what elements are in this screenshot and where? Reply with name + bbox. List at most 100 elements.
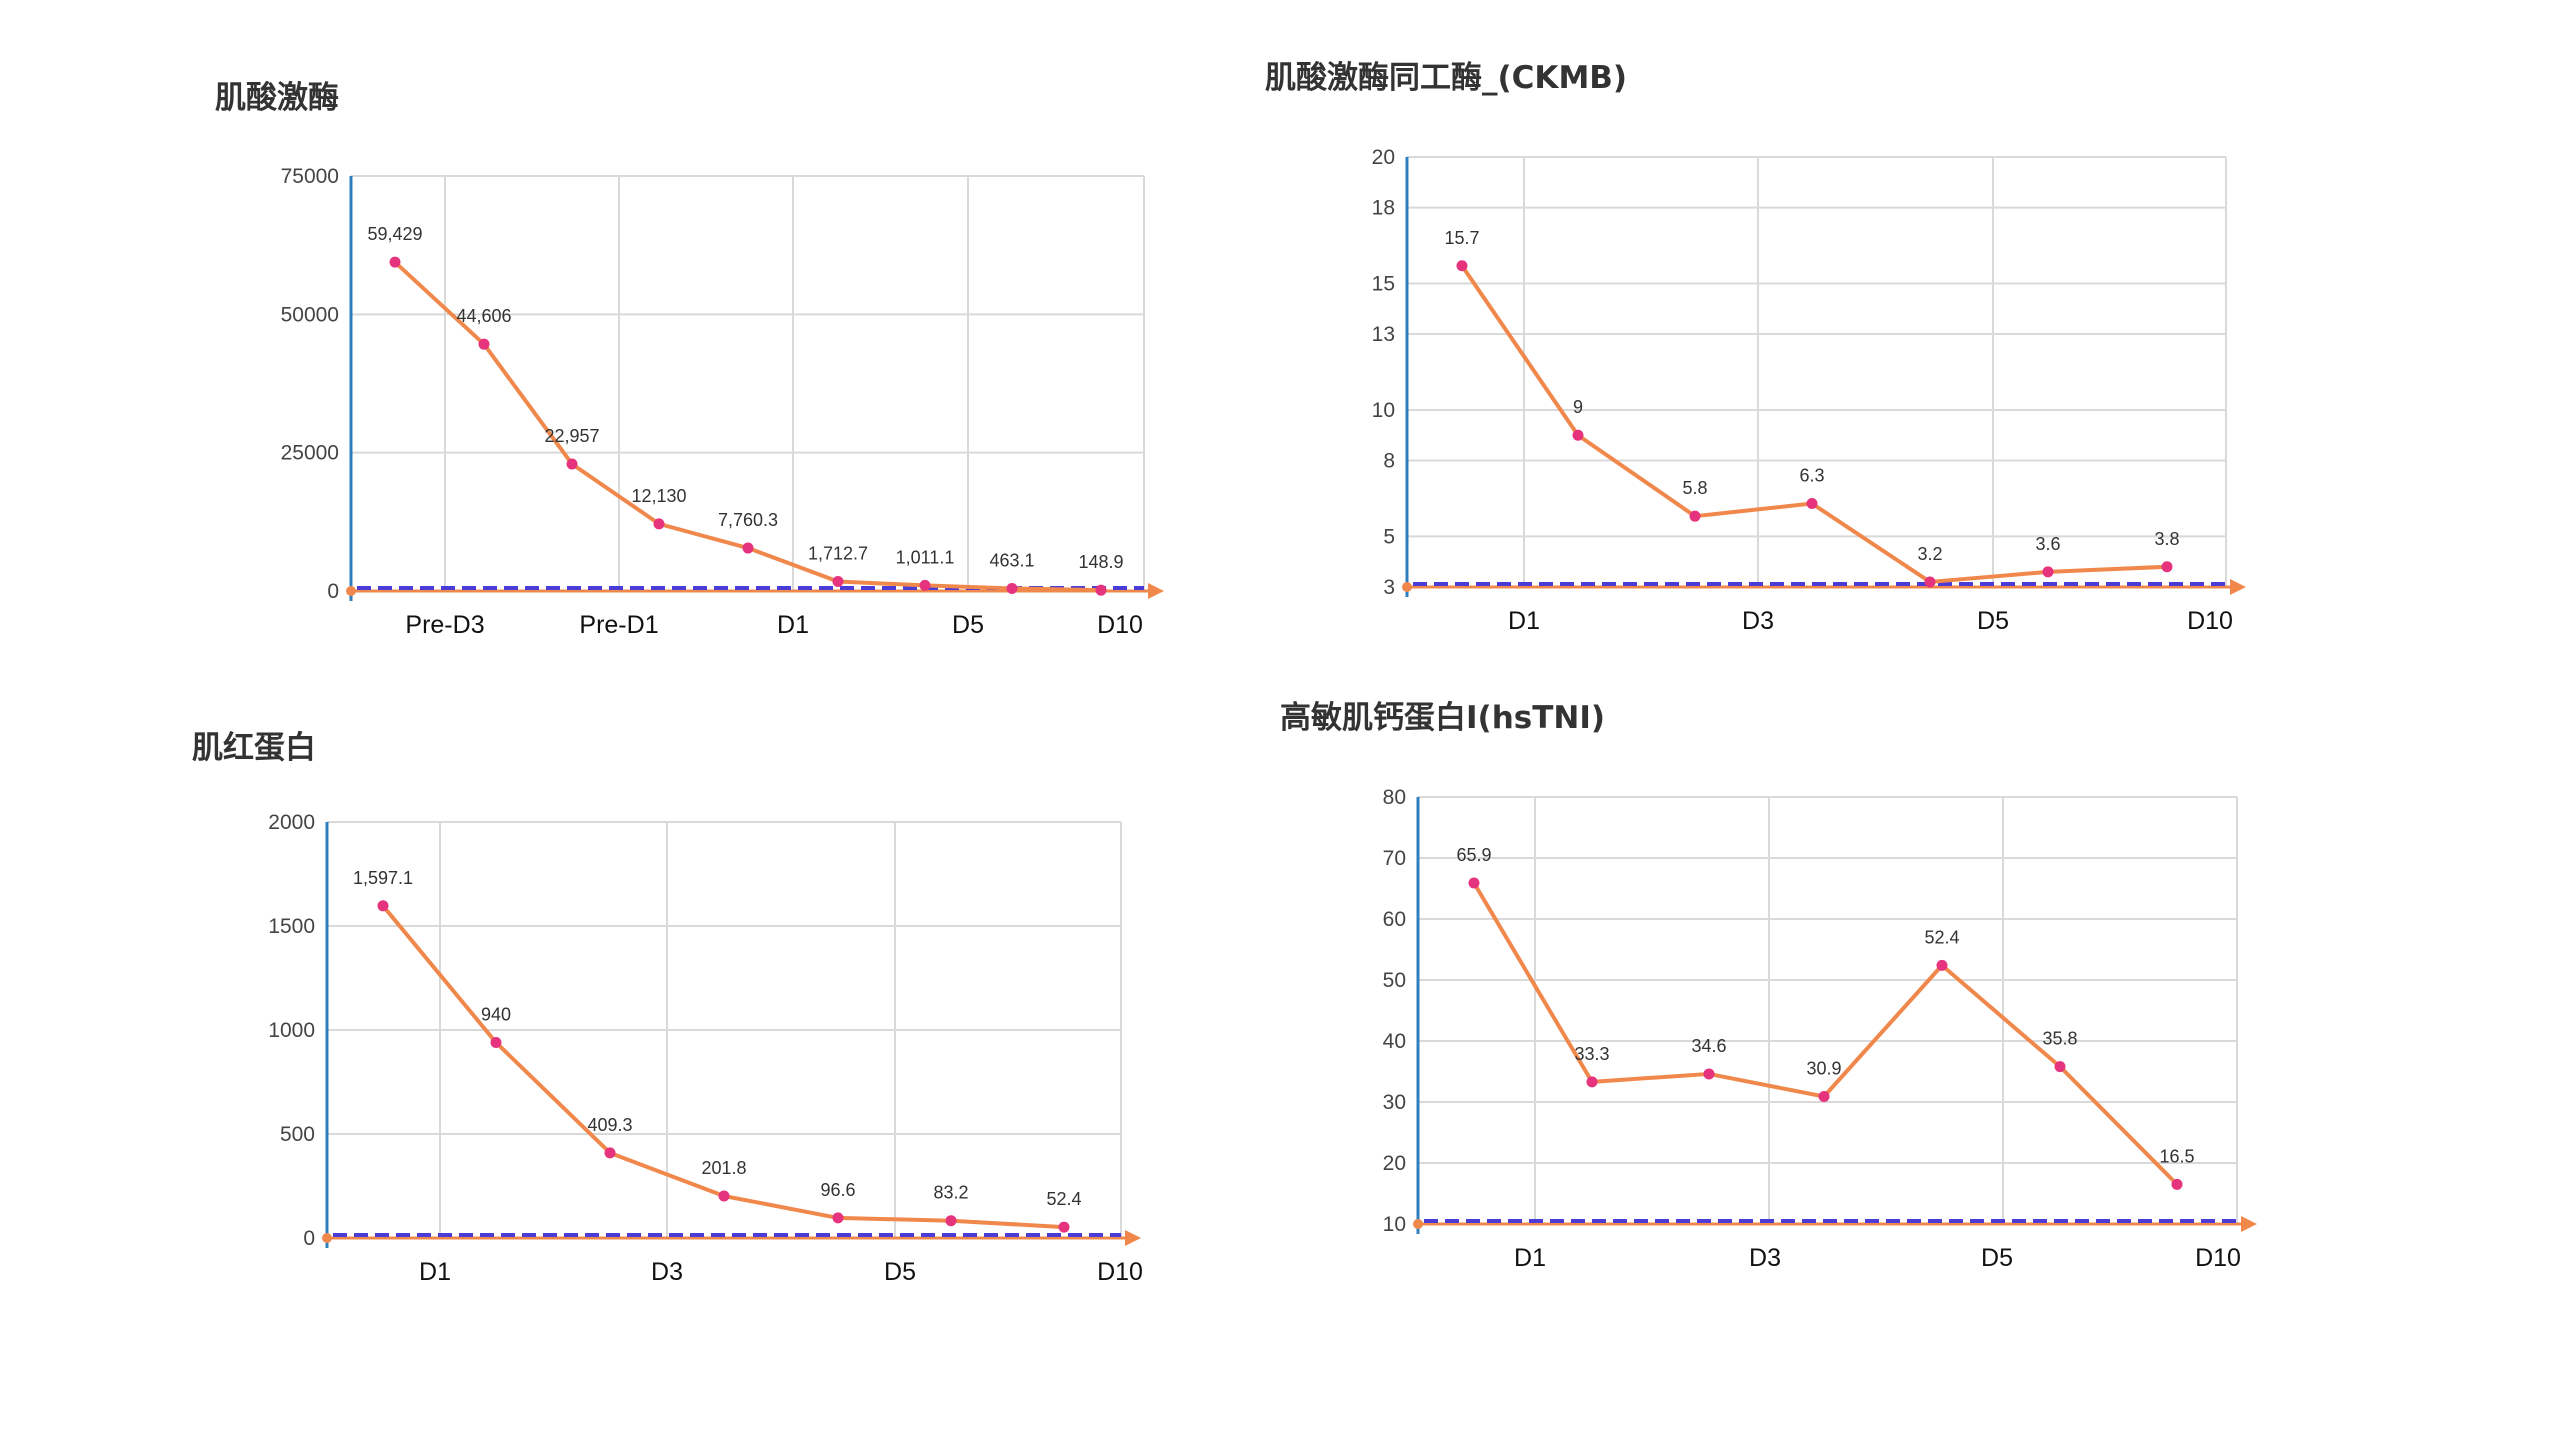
x-axis-arrow bbox=[1148, 583, 1164, 599]
data-label: 44,606 bbox=[456, 306, 511, 326]
data-point bbox=[1456, 260, 1468, 272]
y-tick-label: 1500 bbox=[268, 915, 315, 938]
data-point bbox=[919, 579, 931, 591]
x-tick-label: D5 bbox=[1981, 1244, 2013, 1272]
y-tick-label: 13 bbox=[1372, 323, 1395, 346]
data-point bbox=[1586, 1076, 1598, 1088]
x-tick-label: D1 bbox=[777, 611, 809, 639]
y-tick-label: 3 bbox=[1383, 576, 1395, 599]
data-point bbox=[945, 1215, 957, 1227]
chart-title-ckmb: 肌酸激酶同工酶_(CKMB) bbox=[1265, 60, 1628, 96]
data-point bbox=[566, 458, 578, 470]
data-label: 1,597.1 bbox=[353, 868, 413, 888]
data-point bbox=[1936, 959, 1948, 971]
data-point bbox=[718, 1190, 730, 1202]
y-tick-label: 1000 bbox=[268, 1019, 315, 1042]
y-tick-label: 20 bbox=[1372, 146, 1395, 169]
data-point bbox=[1006, 582, 1018, 594]
x-tick-label: D1 bbox=[1508, 607, 1540, 635]
data-label: 6.3 bbox=[1799, 466, 1824, 486]
data-label: 35.8 bbox=[2042, 1029, 2077, 1049]
x-tick-label: D3 bbox=[1749, 1244, 1781, 1272]
data-point bbox=[2054, 1061, 2066, 1073]
data-label: 3.8 bbox=[2154, 529, 2179, 549]
data-label: 33.3 bbox=[1574, 1044, 1609, 1064]
data-label: 96.6 bbox=[820, 1180, 855, 1200]
data-label: 30.9 bbox=[1806, 1059, 1841, 1079]
data-point bbox=[1095, 584, 1107, 596]
y-tick-label: 60 bbox=[1383, 908, 1406, 931]
y-tick-label: 2000 bbox=[268, 811, 315, 834]
y-tick-label: 40 bbox=[1383, 1030, 1406, 1053]
data-point bbox=[832, 1212, 844, 1224]
data-point bbox=[1689, 510, 1701, 522]
data-point bbox=[490, 1036, 502, 1048]
x-tick-label: D10 bbox=[1097, 611, 1143, 639]
y-tick-label: 80 bbox=[1383, 786, 1406, 809]
data-label: 52.4 bbox=[1046, 1189, 1081, 1209]
data-label: 1,712.7 bbox=[808, 544, 868, 564]
x-tick-label: Pre-D1 bbox=[579, 611, 658, 639]
data-label: 463.1 bbox=[989, 550, 1034, 570]
data-label: 83.2 bbox=[933, 1183, 968, 1203]
chart-title-myoglobin: 肌红蛋白 bbox=[192, 730, 316, 766]
data-label: 65.9 bbox=[1456, 845, 1491, 865]
data-point bbox=[2161, 561, 2173, 573]
y-tick-label: 25000 bbox=[281, 442, 339, 465]
axis-origin-marker bbox=[346, 586, 356, 596]
y-tick-label: 18 bbox=[1372, 197, 1395, 220]
data-label: 3.2 bbox=[1917, 544, 1942, 564]
data-label: 1,011.1 bbox=[896, 547, 955, 567]
data-point bbox=[653, 518, 665, 530]
data-point bbox=[1703, 1068, 1715, 1080]
y-tick-label: 0 bbox=[327, 580, 339, 603]
x-tick-label: D1 bbox=[1514, 1244, 1546, 1272]
x-tick-label: D10 bbox=[2187, 607, 2233, 635]
y-tick-label: 8 bbox=[1383, 450, 1395, 473]
x-tick-label: D10 bbox=[1097, 1258, 1143, 1286]
data-label: 7,760.3 bbox=[718, 510, 778, 530]
chart-title-ck: 肌酸激酶 bbox=[215, 80, 339, 116]
x-axis-arrow bbox=[2241, 1216, 2257, 1232]
axis-origin-marker bbox=[1402, 582, 1412, 592]
y-tick-label: 500 bbox=[280, 1123, 315, 1146]
y-tick-label: 50000 bbox=[281, 303, 339, 326]
data-label: 5.8 bbox=[1682, 478, 1707, 498]
series-line bbox=[1460, 264, 2168, 584]
y-tick-label: 75000 bbox=[281, 165, 339, 188]
data-label: 201.8 bbox=[701, 1158, 746, 1178]
data-label: 34.6 bbox=[1691, 1036, 1726, 1056]
data-point bbox=[742, 542, 754, 554]
data-label: 3.6 bbox=[2035, 534, 2060, 554]
y-tick-label: 10 bbox=[1383, 1213, 1406, 1236]
data-label: 15.7 bbox=[1444, 228, 1479, 248]
x-tick-label: D5 bbox=[952, 611, 984, 639]
axis-origin-marker bbox=[1413, 1219, 1423, 1229]
data-label: 148.9 bbox=[1078, 552, 1123, 572]
data-point bbox=[604, 1147, 616, 1159]
data-point bbox=[389, 256, 401, 268]
y-tick-label: 0 bbox=[303, 1227, 315, 1250]
x-tick-label: D10 bbox=[2195, 1244, 2241, 1272]
data-point bbox=[1058, 1221, 1070, 1233]
y-tick-label: 20 bbox=[1383, 1152, 1406, 1175]
x-axis-arrow bbox=[1125, 1230, 1141, 1246]
data-label: 16.5 bbox=[2159, 1146, 2194, 1166]
x-axis-arrow bbox=[2230, 579, 2246, 595]
data-point bbox=[1806, 498, 1818, 510]
axis-origin-marker bbox=[322, 1233, 332, 1243]
x-tick-label: D5 bbox=[884, 1258, 916, 1286]
data-point bbox=[2171, 1178, 2183, 1190]
data-label: 22,957 bbox=[544, 426, 599, 446]
data-point bbox=[1818, 1091, 1830, 1103]
data-label: 940 bbox=[481, 1004, 511, 1024]
data-label: 12,130 bbox=[631, 486, 686, 506]
y-tick-label: 5 bbox=[1383, 525, 1395, 548]
y-tick-label: 10 bbox=[1372, 399, 1395, 422]
x-tick-label: D1 bbox=[419, 1258, 451, 1286]
data-label: 409.3 bbox=[587, 1115, 632, 1135]
data-point bbox=[377, 900, 389, 912]
y-tick-label: 70 bbox=[1383, 847, 1406, 870]
data-label: 52.4 bbox=[1924, 927, 1959, 947]
